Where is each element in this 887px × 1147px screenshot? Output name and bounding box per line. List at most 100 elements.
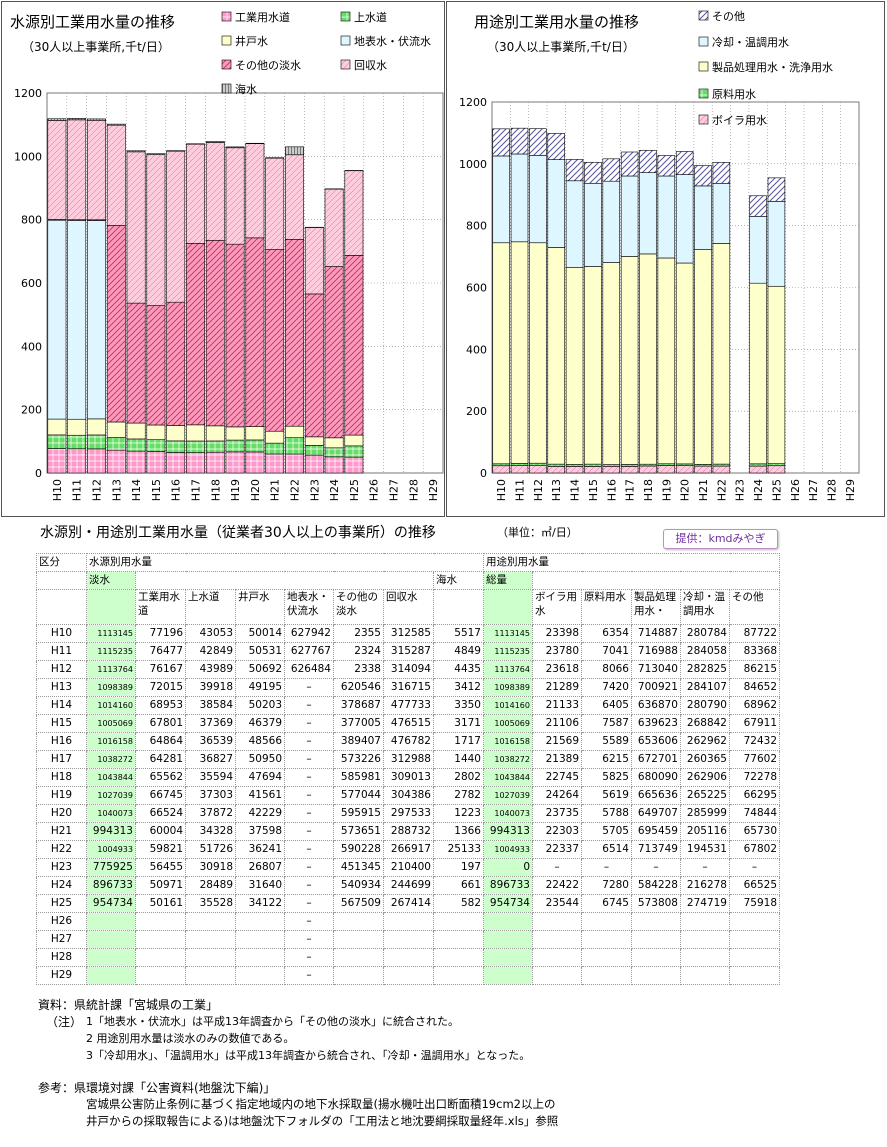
- cell-ind: 60004: [135, 822, 186, 841]
- cell-tap: 37369: [185, 714, 236, 733]
- cell-rec: 316715: [383, 678, 434, 697]
- cell-oth: 389407: [333, 732, 384, 751]
- bar-segment-well: [126, 422, 146, 440]
- bar-segment-cooling: [657, 175, 676, 259]
- cell-other: 66525: [729, 876, 780, 895]
- reference-title: 参考：県環境対課「公害資料(地盤沈下編)」: [38, 1081, 276, 1095]
- legend-label-raw: 原料用水: [712, 87, 756, 101]
- note-3: 3「冷却用水」、「温調用水」は平成13年調査から統合され、「冷却・温調用水」とな…: [86, 1049, 531, 1062]
- cell-ind: 65562: [135, 768, 186, 787]
- bar-segment-well: [186, 424, 205, 442]
- cell-well: 31640: [235, 876, 285, 895]
- bar-segment-recovered: [225, 147, 245, 245]
- cell-cool: [680, 966, 730, 985]
- bar-segment-well: [285, 425, 304, 438]
- cell-other: 83368: [729, 642, 780, 661]
- cell-well: 50203: [235, 696, 285, 715]
- row-year: H12: [36, 660, 87, 679]
- chart-subtitle: （30人以上事業所,千t/日）: [22, 40, 170, 54]
- bar-segment-seawater: [87, 118, 106, 121]
- legend-swatch-seawater: [221, 83, 232, 94]
- bar-segment-process: [565, 267, 584, 465]
- cell-raw: 7280: [581, 876, 632, 895]
- cell-boil: [532, 948, 582, 967]
- legend-swatch-cooling: [698, 36, 709, 47]
- table-row: H13 1098389 72015 39918 49195–620546 316715 34…: [36, 678, 780, 697]
- x-tick-label: H21: [269, 479, 282, 501]
- cell-rec: 304386: [383, 786, 434, 805]
- x-tick-label: H12: [91, 479, 104, 501]
- bar-segment-recovered: [87, 119, 106, 221]
- cell-total: 1040073: [483, 804, 533, 823]
- bar-segment-raw: [547, 463, 565, 467]
- bar-segment-process: [675, 262, 694, 465]
- cell-proc: 713040: [631, 660, 681, 679]
- cell-oth: 540934: [333, 876, 384, 895]
- row-year: H13: [36, 678, 87, 697]
- bar-segment-raw: [712, 463, 731, 467]
- cell-ind: [135, 912, 186, 931]
- cell-proc: –: [631, 858, 681, 877]
- cell-rec: 288732: [383, 822, 434, 841]
- table-title: 水源別・用途別工業用水量（従業者30人以上の事業所）の推移: [40, 525, 436, 541]
- bar-segment-well: [146, 424, 166, 440]
- cell-fresh: [86, 966, 136, 985]
- x-tick-label: H25: [770, 479, 783, 501]
- x-tick-label: H29: [427, 479, 440, 501]
- cell-total: [483, 912, 533, 931]
- header-kubun: 区分: [36, 553, 87, 572]
- table-row: H12 1113764 76167 43989 50692 626484 2338 31409…: [36, 660, 780, 679]
- cell-well: 49195: [235, 678, 285, 697]
- bar-segment-seawater: [225, 146, 245, 149]
- cell-sea: 3171: [433, 714, 484, 733]
- bar-segment-other_fresh: [106, 225, 126, 423]
- source-chart-panel: 0 200 400 600 800 1000 1200 H10 H11 H12 H13 H14 H15 H…: [1, 1, 445, 517]
- header-fresh: 淡水: [86, 571, 136, 590]
- cell-raw: 5788: [581, 804, 632, 823]
- cell-other: [729, 948, 780, 967]
- cell-raw: [581, 948, 632, 967]
- bar-segment-other_fresh: [285, 239, 304, 427]
- cell-oth: [333, 966, 384, 985]
- y-tick-label: 600: [466, 282, 487, 295]
- bar-segment-seawater: [146, 153, 166, 156]
- cell-well: 34122: [235, 894, 285, 913]
- cell-fresh: 1113764: [86, 660, 136, 679]
- cell-total: [483, 948, 533, 967]
- cell-oth: 2355: [333, 624, 384, 643]
- cell-sea: 2782: [433, 786, 484, 805]
- bar-segment-boiler: [492, 465, 510, 474]
- cell-well: 42229: [235, 804, 285, 823]
- table-row: H16 1016158 64864 36539 48566–389407 476782 17…: [36, 732, 780, 751]
- cell-cool: 260365: [680, 750, 730, 769]
- data-sheet: 水源別・用途別工業用水量（従業者30人以上の事業所）の推移 （単位：㎥/日） 提…: [0, 518, 887, 1147]
- cell-other: 66295: [729, 786, 780, 805]
- legend-swatch-surface: [340, 35, 351, 46]
- cell-tap: 39918: [185, 678, 236, 697]
- cell-surf: –: [284, 714, 334, 733]
- cell-proc: 695459: [631, 822, 681, 841]
- bar-segment-boiler: [657, 465, 676, 474]
- cell-well: 46379: [235, 714, 285, 733]
- cell-well: 50692: [235, 660, 285, 679]
- x-tick-label: H12: [532, 479, 545, 501]
- x-tick-label: H15: [587, 479, 600, 501]
- cell-oth: 585981: [333, 768, 384, 787]
- col-well: 井戸水: [235, 589, 285, 625]
- cell-fresh: 1040073: [86, 804, 136, 823]
- legend-swatch-process: [698, 61, 709, 72]
- bar-segment-other_use: [620, 151, 639, 177]
- cell-sea: 1717: [433, 732, 484, 751]
- bar-segment-industrial: [225, 451, 245, 474]
- legend-label-seawater: 海水: [235, 82, 257, 96]
- bar-segment-recovered: [324, 188, 344, 267]
- bar-segment-surface: [87, 220, 106, 420]
- x-tick-label: H11: [514, 479, 527, 501]
- bar-segment-recovered: [245, 143, 265, 239]
- x-tick-label: H24: [328, 479, 341, 501]
- legend-label-process: 製品処理用水・洗浄用水: [712, 60, 833, 74]
- cell-surf: –: [284, 894, 334, 913]
- table-row: H20 1040073 66524 37872 42229–595915 297533 12…: [36, 804, 780, 823]
- bar-segment-raw: [584, 463, 602, 467]
- bar-segment-cooling: [712, 183, 731, 244]
